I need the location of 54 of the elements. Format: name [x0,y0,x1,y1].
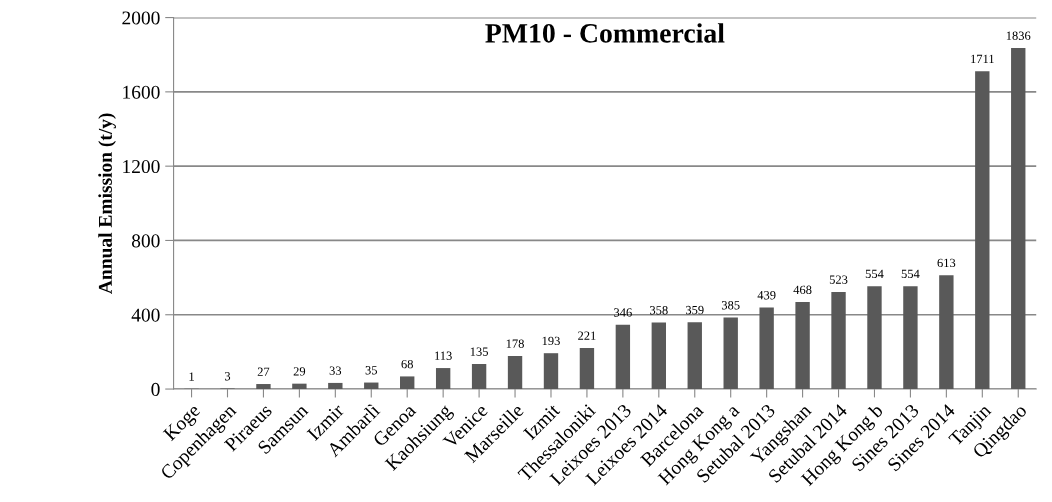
bar [435,368,451,390]
bar [292,383,307,390]
bar [723,317,738,390]
data-label: 613 [937,258,956,268]
y-tick-label: 400 [131,308,160,322]
bar [1011,48,1026,390]
bar [759,307,774,390]
data-label: 358 [650,306,668,315]
bar [651,322,666,390]
chart-title: PM10 - Commercial [485,23,725,43]
bar [328,382,343,390]
bar [939,275,954,390]
data-label: 68 [401,359,413,369]
y-tick-label: 1200 [123,159,160,174]
y-tick-label: 2000 [122,11,160,25]
data-label: 1 [189,372,194,381]
data-label: 178 [506,339,524,348]
data-label: 3 [224,372,231,381]
data-label: 1711 [971,54,994,64]
y-tick-label: 1600 [123,85,160,99]
data-label: 193 [542,336,560,346]
data-label: 468 [793,285,812,295]
y-axis-title: Annual Emission (t/y) [98,113,116,294]
bar [579,348,595,390]
data-label: 554 [901,269,920,279]
data-label: 113 [435,351,452,360]
data-label: 439 [757,291,776,300]
y-tick-label: 800 [131,234,160,248]
bar [615,324,631,390]
data-label: 554 [865,269,884,279]
bar [543,353,559,390]
data-label: 1836 [1006,31,1031,40]
bar [867,286,882,390]
data-label: 29 [293,367,306,376]
bar [903,286,918,390]
data-label: 385 [721,301,740,310]
bar [975,71,990,390]
data-label: 35 [365,366,378,375]
data-label: 359 [685,305,704,315]
bar [364,382,379,390]
bar [687,322,702,390]
data-label: 135 [470,347,488,356]
bar [256,384,271,390]
data-label: 33 [329,366,342,375]
bar [400,376,415,390]
bar [471,363,487,390]
data-label: 346 [614,308,632,317]
bar [831,291,846,390]
data-label: 523 [829,275,848,284]
bar [795,302,810,390]
y-tick-label: 0 [151,382,160,396]
data-label: 221 [578,331,596,340]
data-label: 27 [257,367,270,376]
bar [507,355,523,390]
